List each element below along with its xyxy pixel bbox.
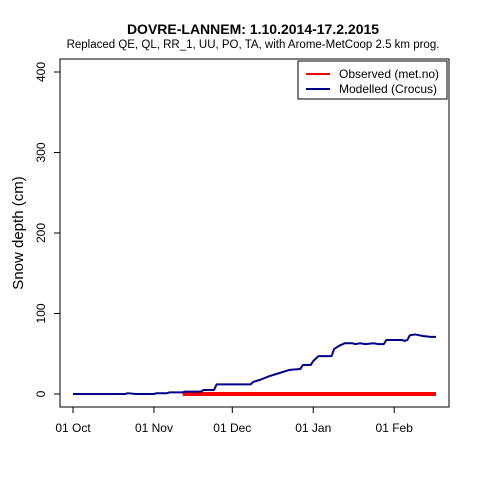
legend: Observed (met.no)Modelled (Crocus) <box>297 60 448 100</box>
x-tick-label: 01 Dec <box>213 421 251 435</box>
legend-box <box>297 60 448 100</box>
y-tick-label: 100 <box>34 303 48 323</box>
chart-title: DOVRE-LANNEM: 1.10.2014-17.2.2015 <box>127 21 379 37</box>
y-tick-label: 200 <box>34 223 48 243</box>
chart-subtitle: Replaced QE, QL, RR_1, UU, PO, TA, with … <box>67 39 440 51</box>
legend-label: Modelled (Crocus) <box>339 82 437 96</box>
plot-frame <box>59 58 450 408</box>
x-tick-label: 01 Jan <box>295 421 331 435</box>
x-tick-label: 01 Nov <box>135 421 173 435</box>
series-layer <box>73 333 436 396</box>
x-tick-label: 01 Oct <box>55 421 91 435</box>
legend-label: Observed (met.no) <box>339 67 439 81</box>
series-line-modelled <box>73 333 436 395</box>
y-axis-label: Snow depth (cm) <box>10 176 27 289</box>
y-tick-label: 0 <box>34 390 48 397</box>
x-tick-label: 01 Feb <box>376 421 414 435</box>
axes-layer: 0 100 200 300 400 01 Oct 01 Nov 01 Dec 01 Jan 01 … <box>34 62 413 435</box>
y-tick-label: 400 <box>34 62 48 82</box>
y-tick-label: 300 <box>34 142 48 162</box>
